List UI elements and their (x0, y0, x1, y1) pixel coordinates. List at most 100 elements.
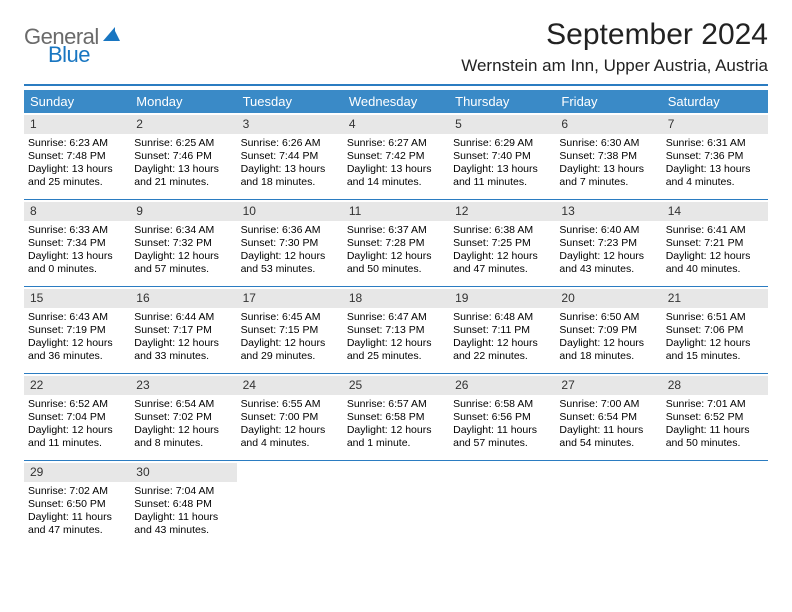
day-number: 28 (662, 376, 768, 395)
cell-text: and 25 minutes. (28, 176, 126, 189)
cell-text: Sunset: 7:30 PM (241, 237, 339, 250)
calendar-cell: 27Sunrise: 7:00 AMSunset: 6:54 PMDayligh… (555, 374, 661, 460)
cell-text: and 57 minutes. (134, 263, 232, 276)
day-number: 6 (555, 115, 661, 134)
day-header: Tuesday (237, 90, 343, 113)
cell-text: Sunset: 7:00 PM (241, 411, 339, 424)
cell-text: Sunrise: 6:54 AM (134, 398, 232, 411)
cell-text: and 14 minutes. (347, 176, 445, 189)
day-header: Wednesday (343, 90, 449, 113)
cell-text: Sunset: 7:13 PM (347, 324, 445, 337)
cell-text: Sunrise: 6:38 AM (453, 224, 551, 237)
cell-text: Sunset: 7:11 PM (453, 324, 551, 337)
day-number: 1 (24, 115, 130, 134)
cell-text: Daylight: 12 hours (666, 337, 764, 350)
cell-text: Sunset: 7:38 PM (559, 150, 657, 163)
cell-text: Sunrise: 7:04 AM (134, 485, 232, 498)
cell-text: Daylight: 13 hours (453, 163, 551, 176)
day-number: 20 (555, 289, 661, 308)
cell-text: and 15 minutes. (666, 350, 764, 363)
calendar-cell: 5Sunrise: 6:29 AMSunset: 7:40 PMDaylight… (449, 113, 555, 199)
cell-text: Sunrise: 6:26 AM (241, 137, 339, 150)
cell-text: Daylight: 12 hours (134, 250, 232, 263)
cell-text: Daylight: 12 hours (559, 337, 657, 350)
calendar-cell: 24Sunrise: 6:55 AMSunset: 7:00 PMDayligh… (237, 374, 343, 460)
day-number: 2 (130, 115, 236, 134)
cell-text: and 1 minute. (347, 437, 445, 450)
cell-text: Daylight: 13 hours (241, 163, 339, 176)
cell-text: Sunrise: 6:50 AM (559, 311, 657, 324)
cell-text: and 43 minutes. (134, 524, 232, 537)
calendar-cell: 14Sunrise: 6:41 AMSunset: 7:21 PMDayligh… (662, 200, 768, 286)
day-number: 22 (24, 376, 130, 395)
cell-text: Sunrise: 6:37 AM (347, 224, 445, 237)
cell-text: Daylight: 11 hours (453, 424, 551, 437)
calendar-cell: 18 Sunrise: 6:47 AMSunset: 7:13 PMDayligh… (343, 287, 449, 373)
day-number: 26 (449, 376, 555, 395)
cell-text: Sunrise: 6:47 AM (347, 311, 445, 324)
calendar-cell: 19Sunrise: 6:48 AMSunset: 7:11 PMDayligh… (449, 287, 555, 373)
week-row: 15Sunrise: 6:43 AMSunset: 7:19 PMDayligh… (24, 287, 768, 374)
cell-text: Sunset: 7:09 PM (559, 324, 657, 337)
calendar-cell: 8Sunrise: 6:33 AMSunset: 7:34 PMDaylight… (24, 200, 130, 286)
logo-text-blue: Blue (48, 42, 90, 67)
calendar-cell: 29Sunrise: 7:02 AMSunset: 6:50 PMDayligh… (24, 461, 130, 547)
calendar-cell: 9 Sunrise: 6:34 AMSunset: 7:32 PMDaylight… (130, 200, 236, 286)
calendar-cell-empty (449, 461, 555, 547)
cell-text: Sunset: 7:02 PM (134, 411, 232, 424)
calendar-cell: 16Sunrise: 6:44 AMSunset: 7:17 PMDayligh… (130, 287, 236, 373)
cell-text: Sunset: 7:36 PM (666, 150, 764, 163)
cell-text: Sunset: 7:44 PM (241, 150, 339, 163)
logo-sail-icon (101, 25, 121, 50)
calendar-cell-empty (662, 461, 768, 547)
cell-text: Sunrise: 6:44 AM (134, 311, 232, 324)
day-number: 8 (24, 202, 130, 221)
calendar-cell: 21Sunrise: 6:51 AMSunset: 7:06 PMDayligh… (662, 287, 768, 373)
day-number: 15 (24, 289, 130, 308)
cell-text: Sunset: 7:32 PM (134, 237, 232, 250)
cell-text: Sunset: 7:40 PM (453, 150, 551, 163)
cell-text: Sunrise: 6:52 AM (28, 398, 126, 411)
day-number: 9 (130, 202, 236, 221)
day-number: 18 (343, 289, 449, 308)
cell-text: Sunrise: 6:25 AM (134, 137, 232, 150)
cell-text: Sunrise: 6:23 AM (28, 137, 126, 150)
cell-text: Daylight: 12 hours (347, 337, 445, 350)
month-title: September 2024 (546, 18, 768, 52)
cell-text: and 18 minutes. (241, 176, 339, 189)
cell-text: Sunset: 7:46 PM (134, 150, 232, 163)
logo: General Blue (24, 18, 121, 50)
calendar-cell: 12Sunrise: 6:38 AMSunset: 7:25 PMDayligh… (449, 200, 555, 286)
day-header: Sunday (24, 90, 130, 113)
cell-text: Sunrise: 7:01 AM (666, 398, 764, 411)
cell-text: Sunset: 7:19 PM (28, 324, 126, 337)
day-number: 25 (343, 376, 449, 395)
cell-text: and 54 minutes. (559, 437, 657, 450)
cell-text: Sunrise: 6:55 AM (241, 398, 339, 411)
calendar-cell: 23Sunrise: 6:54 AMSunset: 7:02 PMDayligh… (130, 374, 236, 460)
cell-text: and 33 minutes. (134, 350, 232, 363)
cell-text: Sunrise: 6:45 AM (241, 311, 339, 324)
calendar-grid: SundayMondayTuesdayWednesdayThursdayFrid… (24, 90, 768, 547)
cell-text: and 8 minutes. (134, 437, 232, 450)
calendar-cell: 15Sunrise: 6:43 AMSunset: 7:19 PMDayligh… (24, 287, 130, 373)
week-row: 1Sunrise: 6:23 AMSunset: 7:48 PMDaylight… (24, 113, 768, 200)
cell-text: Sunrise: 7:00 AM (559, 398, 657, 411)
cell-text: Sunrise: 6:34 AM (134, 224, 232, 237)
cell-text: and 22 minutes. (453, 350, 551, 363)
cell-text: and 7 minutes. (559, 176, 657, 189)
cell-text: and 4 minutes. (666, 176, 764, 189)
cell-text: and 29 minutes. (241, 350, 339, 363)
cell-text: and 47 minutes. (453, 263, 551, 276)
cell-text: Sunset: 7:06 PM (666, 324, 764, 337)
cell-text: and 50 minutes. (347, 263, 445, 276)
cell-text: Sunset: 7:42 PM (347, 150, 445, 163)
day-number: 12 (449, 202, 555, 221)
day-number: 5 (449, 115, 555, 134)
cell-text: and 4 minutes. (241, 437, 339, 450)
cell-text: Sunset: 7:04 PM (28, 411, 126, 424)
calendar-cell: 11Sunrise: 6:37 AMSunset: 7:28 PMDayligh… (343, 200, 449, 286)
day-number: 23 (130, 376, 236, 395)
cell-text: Daylight: 13 hours (28, 163, 126, 176)
cell-text: Daylight: 13 hours (559, 163, 657, 176)
